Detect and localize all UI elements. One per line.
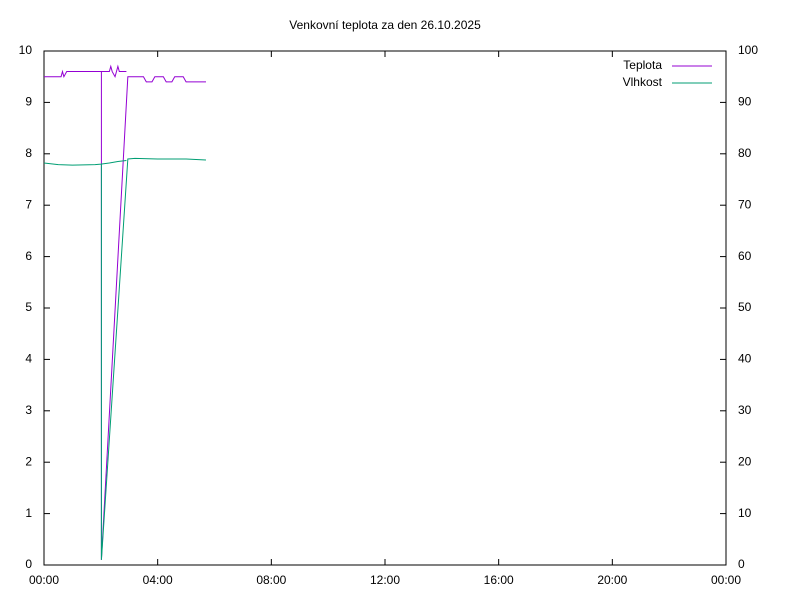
y-tick-label: 9 [25, 95, 32, 109]
series-line [44, 64, 127, 79]
x-tick-label: 12:00 [370, 573, 400, 587]
y-tick-label: 1 [25, 506, 32, 520]
x-tick-label: 16:00 [484, 573, 514, 587]
y2-tick-label: 10 [738, 506, 752, 520]
y2-tick-label: 20 [738, 454, 752, 468]
y2-tick-label: 80 [738, 146, 752, 160]
y-tick-label: 6 [25, 249, 32, 263]
y-tick-label: 4 [25, 352, 32, 366]
y-tick-label: 5 [25, 300, 32, 314]
y-tick-label: 10 [19, 43, 33, 57]
y-tick-label: 8 [25, 146, 32, 160]
y2-tick-label: 70 [738, 197, 752, 211]
plot-frame [43, 50, 727, 566]
y2-tick-label: 40 [738, 352, 752, 366]
y-tick-label: 2 [25, 454, 32, 468]
legend-label: Vlhkost [623, 75, 663, 89]
legend-label: Teplota [623, 58, 662, 72]
y2-tick-label: 0 [738, 557, 745, 571]
series-line [43, 159, 127, 166]
y2-tick-label: 50 [738, 300, 752, 314]
x-tick-label: 00:00 [711, 573, 741, 587]
y2-tick-label: 60 [738, 249, 752, 263]
series-line [100, 71, 206, 560]
y2-tick-label: 30 [738, 403, 752, 417]
y-tick-label: 0 [25, 557, 32, 571]
y-tick-label: 3 [25, 403, 32, 417]
x-tick-label: 04:00 [143, 573, 173, 587]
x-tick-label: 20:00 [597, 573, 627, 587]
x-tick-label: 08:00 [256, 573, 286, 587]
y2-tick-label: 100 [738, 43, 758, 57]
y-tick-label: 7 [25, 197, 32, 211]
x-tick-label: 00:00 [29, 573, 59, 587]
y2-tick-label: 90 [738, 95, 752, 109]
chart-title: Venkovní teplota za den 26.10.2025 [289, 18, 481, 32]
series-line [100, 157, 207, 560]
